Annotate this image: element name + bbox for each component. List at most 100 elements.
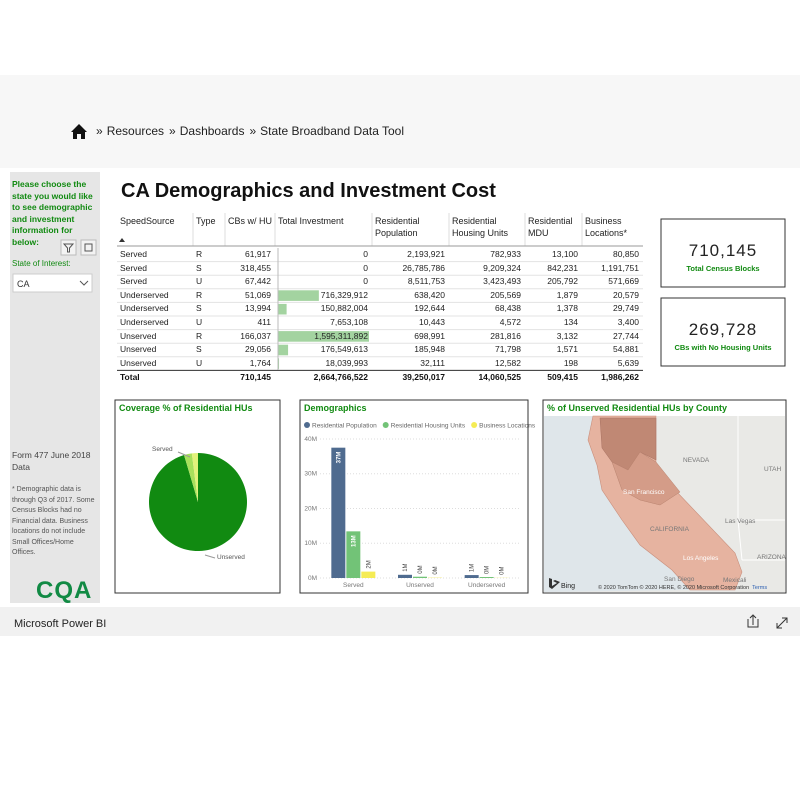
- table-cell: 29,749: [613, 303, 639, 314]
- table-cell: U: [196, 357, 203, 368]
- slice-label: Served: [152, 446, 173, 453]
- column-header[interactable]: Residential Housing Units: [452, 216, 509, 238]
- total-cell: 710,145: [240, 372, 271, 383]
- data-bar: [278, 344, 289, 356]
- table-cell: S: [196, 262, 202, 273]
- y-tick-label: 10M: [304, 540, 317, 547]
- card-value: 269,728: [689, 320, 757, 339]
- column-header[interactable]: Total Investment: [278, 216, 344, 226]
- table-cell: 281,816: [490, 330, 521, 341]
- legend-label: Residential Population: [312, 423, 377, 430]
- map-label: Mexicali: [723, 577, 746, 584]
- data-bar: [278, 358, 280, 369]
- table-cell: 1,764: [249, 357, 271, 368]
- table-cell: 2,193,921: [407, 249, 445, 259]
- table-cell: 18,039,993: [325, 357, 368, 368]
- table-cell: 68,438: [495, 303, 521, 314]
- map-provider: Bing: [561, 583, 575, 590]
- table-cell: Served: [120, 249, 147, 259]
- table-cell: 26,785,786: [402, 262, 445, 273]
- table-cell: 61,917: [245, 249, 271, 259]
- table-cell: 3,423,493: [483, 276, 521, 287]
- table-cell: S: [196, 344, 202, 355]
- table-cell: 3,400: [617, 317, 639, 327]
- column-header[interactable]: Type: [196, 216, 216, 226]
- leader-line: [177, 451, 191, 458]
- table-cell: Unserved: [120, 344, 157, 355]
- legend-marker: [471, 422, 478, 428]
- table-cell: 318,455: [240, 262, 271, 273]
- fullscreen-icon[interactable]: [776, 617, 788, 629]
- map-label: San Diego: [664, 576, 695, 583]
- legend-label: Business Locations: [479, 423, 536, 430]
- footer-app: Microsoft Power BI: [14, 618, 106, 630]
- sort-arrow: [119, 238, 125, 242]
- legend-label: Residential Housing Units: [391, 423, 466, 430]
- map-label: UTAH: [764, 466, 782, 473]
- map-terms[interactable]: Terms: [752, 585, 767, 591]
- column-header[interactable]: Residential Population: [375, 216, 420, 238]
- state-dropdown[interactable]: [12, 273, 93, 293]
- table-cell: 842,231: [547, 262, 578, 273]
- panel-title: Coverage % of Residential HUs: [119, 403, 253, 413]
- column-header[interactable]: SpeedSource: [120, 216, 175, 226]
- table-cell: 51,069: [245, 289, 271, 300]
- table-cell: 67,442: [245, 276, 271, 287]
- filter-label: State of Interest:: [12, 259, 71, 268]
- table-cell: R: [196, 249, 203, 259]
- column-header[interactable]: Residential MDU: [528, 216, 573, 238]
- breadcrumb-separator: »: [96, 124, 103, 138]
- table-cell: 198: [563, 357, 578, 368]
- table-cell: 0: [363, 249, 368, 259]
- data-bar: [278, 303, 287, 315]
- total-cell: 39,250,017: [402, 372, 445, 383]
- table-cell: 782,933: [490, 249, 521, 259]
- value-label: 1M: [403, 563, 409, 571]
- table-cell: Served: [120, 262, 147, 273]
- map-label: Los Angeles: [683, 555, 719, 562]
- table-cell: 205,792: [547, 276, 578, 287]
- table-cell: 80,850: [613, 249, 639, 259]
- table-cell: 716,329,912: [320, 289, 368, 300]
- panel-title: Demographics: [304, 403, 367, 413]
- table-cell: 192,644: [414, 303, 445, 314]
- logo: CQA: [36, 577, 92, 604]
- table-cell: 54,881: [613, 344, 639, 355]
- total-cell: 1,986,262: [601, 372, 639, 383]
- table-cell: 571,669: [608, 276, 639, 287]
- value-label: 0M: [418, 565, 424, 573]
- column-header[interactable]: Business Locations*: [585, 216, 628, 238]
- table-cell: 176,549,613: [320, 344, 368, 355]
- value-label: 1M: [470, 564, 476, 572]
- bar: [479, 577, 494, 578]
- data-bar: [278, 290, 319, 301]
- map-label: San Francisco: [623, 489, 665, 496]
- total-cell: Total: [120, 372, 140, 383]
- legend-marker: [304, 422, 310, 428]
- breadcrumb-link[interactable]: Resources: [107, 124, 164, 138]
- footer-bar: [0, 607, 800, 636]
- table-cell: 0: [363, 276, 368, 287]
- table-cell: 698,991: [414, 330, 445, 341]
- table-cell: 1,595,311,892: [314, 330, 368, 341]
- table-cell: Unserved: [120, 357, 157, 368]
- card-value: 710,145: [689, 241, 757, 260]
- column-header[interactable]: CBs w/ HU: [228, 216, 273, 226]
- table-cell: 0: [363, 262, 368, 273]
- table-cell: S: [196, 303, 202, 314]
- table-cell: 71,798: [495, 344, 521, 355]
- y-tick-label: 0M: [308, 575, 317, 582]
- table-cell: R: [196, 289, 203, 300]
- home-icon[interactable]: [71, 124, 87, 139]
- share-icon[interactable]: [747, 614, 759, 628]
- table-cell: 1,378: [556, 303, 578, 314]
- chevron: [79, 280, 89, 286]
- table-cell: Underserved: [120, 303, 169, 314]
- legend-marker: [382, 422, 389, 428]
- breadcrumb-separator: »: [249, 124, 256, 138]
- card: [660, 297, 786, 367]
- table-cell: 32,111: [420, 357, 445, 368]
- breadcrumb-link[interactable]: State Broadband Data Tool: [260, 124, 404, 138]
- selected-state[interactable]: CA: [17, 279, 30, 289]
- breadcrumb-link[interactable]: Dashboards: [180, 124, 245, 138]
